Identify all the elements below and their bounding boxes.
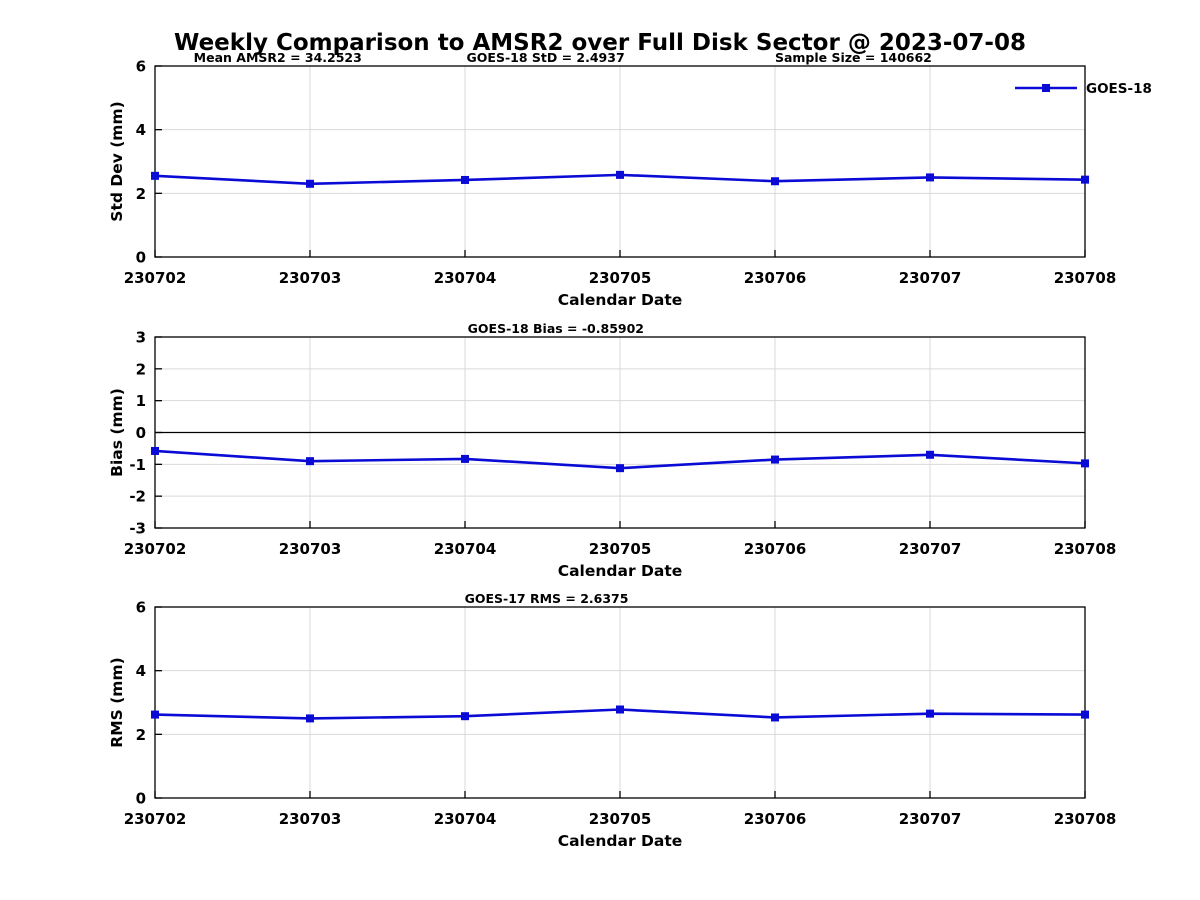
data-point — [771, 713, 779, 722]
y-tick-label: 3 — [136, 329, 146, 347]
stddev-chart: 0 2 4 6 230702 230703 230704 230705 230706 230707… — [108, 50, 1152, 309]
y-tick-label: 6 — [136, 58, 146, 76]
x-tick-label: 230702 — [124, 540, 187, 558]
data-point — [616, 170, 624, 179]
y-tick-label: 2 — [136, 360, 146, 378]
y-tick-label: 2 — [136, 726, 146, 744]
x-tick-label: 230705 — [589, 810, 652, 828]
data-point — [151, 171, 159, 180]
legend-label: GOES-18 — [1086, 81, 1152, 97]
x-tick-label: 230706 — [744, 269, 807, 287]
x-axis-label: Calendar Date — [558, 562, 683, 580]
x-tick-label: 230702 — [124, 269, 187, 287]
x-tick-label: 230703 — [279, 540, 342, 558]
x-tick-label: 230707 — [899, 540, 962, 558]
y-tick-label: 2 — [136, 185, 146, 203]
annotation: GOES-18 Bias = -0.85902 — [468, 321, 644, 336]
x-tick-label: 230705 — [589, 540, 652, 558]
legend-marker — [1042, 84, 1050, 92]
x-tick-label: 230702 — [124, 810, 187, 828]
data-point — [926, 709, 934, 718]
annotation: GOES-17 RMS = 2.6375 — [465, 591, 629, 606]
y-tick-label: -1 — [129, 456, 146, 474]
data-point — [306, 457, 314, 466]
data-point — [151, 710, 159, 719]
y-tick-label: 6 — [136, 599, 146, 617]
data-point — [461, 175, 469, 184]
x-tick-label: 230708 — [1054, 810, 1117, 828]
x-tick-label: 230707 — [899, 810, 962, 828]
data-point — [926, 173, 934, 182]
rms-chart: 0 2 4 6 230702 230703 230704 230705 230706 230707… — [108, 591, 1117, 850]
data-point — [771, 455, 779, 464]
x-tick-label: 230705 — [589, 269, 652, 287]
x-tick-label: 230703 — [279, 269, 342, 287]
annotation: Mean AMSR2 = 34.2523 — [194, 50, 362, 65]
bias-chart: -3 -2 -1 0 1 2 3 230702 230703 230704 230705 230706… — [108, 321, 1117, 580]
x-tick-label: 230706 — [744, 810, 807, 828]
y-tick-label: -3 — [129, 520, 146, 538]
y-tick-label: -2 — [129, 488, 146, 506]
y-tick-label: 0 — [136, 424, 146, 442]
annotation: GOES-18 StD = 2.4937 — [467, 50, 625, 65]
y-axis-label: RMS (mm) — [108, 657, 126, 747]
y-axis-label: Std Dev (mm) — [108, 101, 126, 221]
y-axis-label: Bias (mm) — [108, 388, 126, 477]
data-point — [1081, 459, 1089, 468]
y-tick-label: 1 — [136, 392, 146, 410]
data-point — [306, 179, 314, 188]
y-tick-label: 4 — [136, 121, 146, 139]
x-axis-label: Calendar Date — [558, 832, 683, 850]
data-point — [461, 454, 469, 463]
x-tick-label: 230703 — [279, 810, 342, 828]
x-tick-label: 230704 — [434, 540, 497, 558]
data-point — [151, 446, 159, 455]
data-point — [1081, 175, 1089, 184]
y-tick-label: 4 — [136, 662, 146, 680]
data-point — [771, 177, 779, 186]
data-point — [306, 714, 314, 723]
y-tick-label: 0 — [136, 790, 146, 808]
data-point — [1081, 710, 1089, 719]
data-point — [461, 712, 469, 721]
data-point — [616, 464, 624, 473]
x-tick-label: 230706 — [744, 540, 807, 558]
x-axis-label: Calendar Date — [558, 291, 683, 309]
annotation: Sample Size = 140662 — [775, 50, 932, 65]
y-tick-label: 0 — [136, 249, 146, 267]
page-title: Weekly Comparison to AMSR2 over Full Dis… — [174, 30, 1026, 56]
x-tick-label: 230704 — [434, 269, 497, 287]
x-tick-label: 230704 — [434, 810, 497, 828]
x-tick-label: 230707 — [899, 269, 962, 287]
data-point — [926, 450, 934, 459]
x-tick-label: 230708 — [1054, 269, 1117, 287]
data-point — [616, 705, 624, 714]
x-tick-label: 230708 — [1054, 540, 1117, 558]
